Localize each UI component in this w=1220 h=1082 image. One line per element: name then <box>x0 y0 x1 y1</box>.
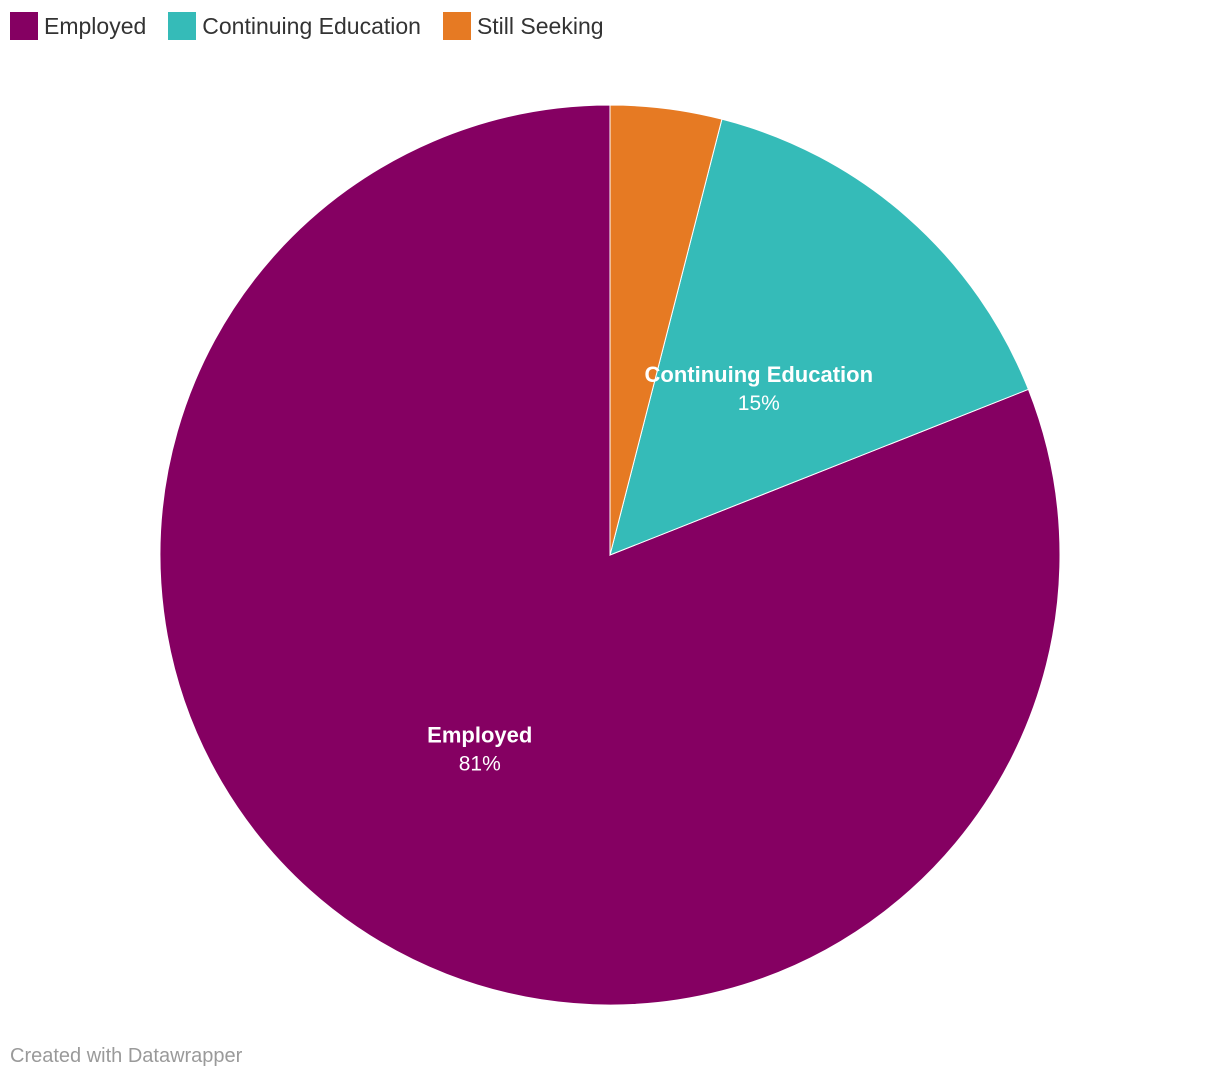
legend-swatch-continuing-education <box>168 12 197 40</box>
chart-legend: Employed Continuing Education Still Seek… <box>10 12 604 40</box>
slice-label-continuing-education: Continuing Education <box>645 362 874 387</box>
legend-item-employed: Employed <box>10 12 146 40</box>
pie-slice-continuing-education <box>609 118 1030 556</box>
legend-label-continuing-education: Continuing Education <box>202 12 421 39</box>
legend-label-still-seeking: Still Seeking <box>476 12 604 39</box>
legend-label-employed: Employed <box>44 12 147 39</box>
slice-label-employed: Employed <box>427 723 532 748</box>
slice-value-continuing-education: 15% <box>738 392 780 415</box>
legend-item-continuing-education: Continuing Education <box>168 12 421 40</box>
legend-item-still-seeking: Still Seeking <box>442 12 604 40</box>
legend-swatch-employed <box>10 12 38 40</box>
pie-slice-still-seeking <box>609 104 723 556</box>
slice-value-employed: 81% <box>459 753 501 776</box>
legend-swatch-still-seeking <box>442 12 471 40</box>
datawrapper-credit: Created with Datawrapper <box>10 1045 243 1067</box>
